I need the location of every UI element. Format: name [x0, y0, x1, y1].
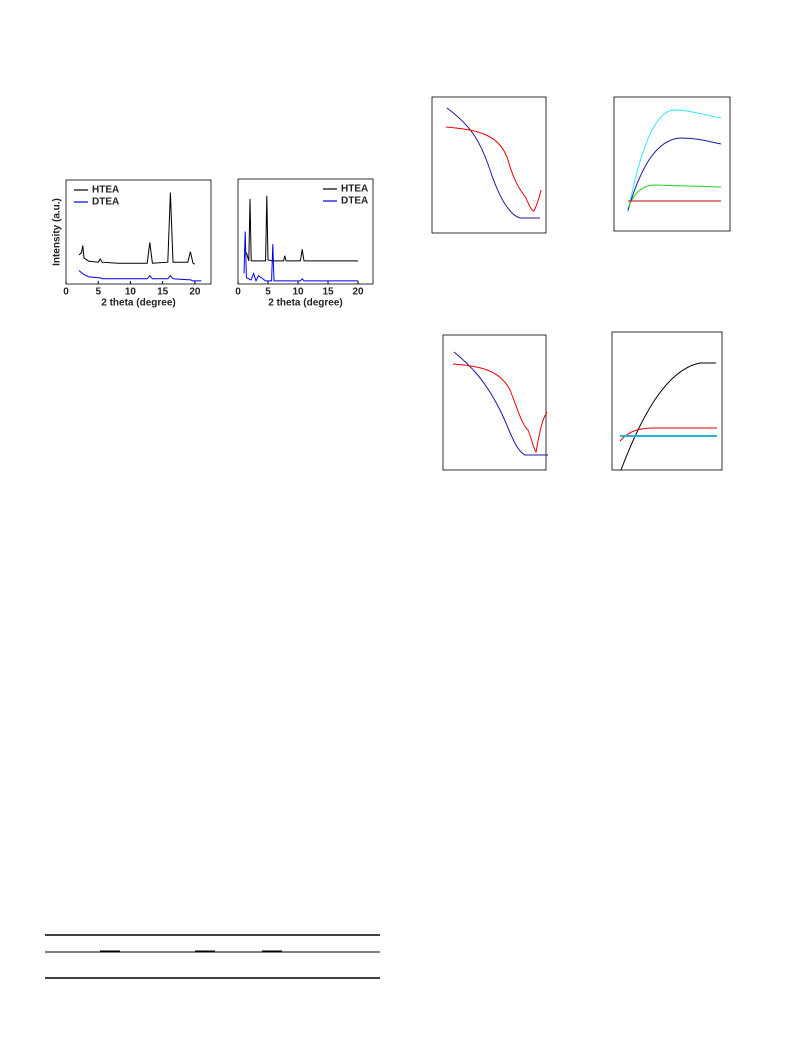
series-line — [78, 192, 196, 265]
table-rules — [45, 934, 380, 979]
panel-curve — [627, 137, 722, 211]
panel-frame — [611, 331, 723, 471]
panel-curve — [446, 107, 540, 219]
panel-curve — [452, 363, 548, 454]
x-tick-label: 20 — [352, 287, 364, 298]
panel-curve — [453, 351, 548, 456]
y-axis-label: Intensity (a.u.) — [52, 198, 63, 266]
legend-label: DTEA — [341, 196, 368, 207]
x-axis-label: 2 theta (degree) — [268, 298, 342, 309]
legend-label: HTEA — [341, 184, 368, 195]
figure-panels — [431, 96, 731, 471]
x-tick-label: 5 — [95, 287, 101, 298]
panel-curve — [627, 109, 722, 213]
panel-frame — [431, 96, 547, 234]
x-tick-label: 15 — [322, 287, 334, 298]
x-tick-label: 10 — [125, 287, 137, 298]
x-tick-label: 5 — [265, 287, 271, 298]
x-tick-label: 0 — [63, 287, 69, 298]
series-line — [78, 270, 202, 282]
x-tick-label: 0 — [235, 287, 241, 298]
plot-frame — [237, 178, 374, 285]
legend-label: DTEA — [92, 197, 119, 208]
x-tick-label: 10 — [292, 287, 304, 298]
series-line — [245, 195, 358, 262]
panel-frame — [613, 96, 731, 232]
panel-curve — [620, 362, 716, 471]
x-axis-label: 2 theta (degree) — [101, 298, 175, 309]
x-tick-label: 20 — [189, 287, 201, 298]
legend-label: HTEA — [92, 185, 119, 196]
series-line — [243, 231, 358, 283]
panel-frame — [442, 334, 547, 471]
panel-curve — [619, 427, 717, 442]
plot-frame — [65, 179, 212, 285]
panel-curve — [445, 126, 542, 212]
x-tick-label: 15 — [157, 287, 169, 298]
panel-curve — [627, 184, 722, 209]
